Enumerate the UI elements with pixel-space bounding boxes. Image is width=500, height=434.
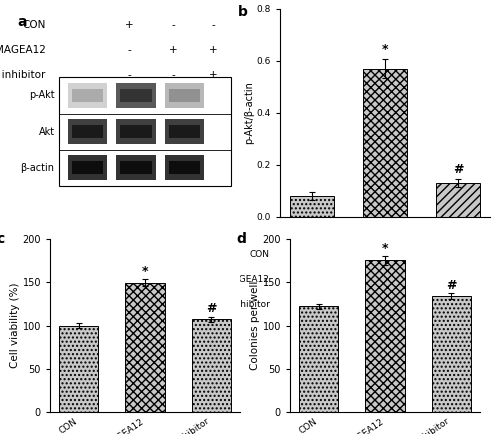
Bar xyxy=(363,69,407,217)
Text: *: * xyxy=(382,242,388,255)
Bar xyxy=(290,196,334,217)
Bar xyxy=(365,260,405,412)
Bar xyxy=(168,89,200,102)
Y-axis label: Cell viability (%): Cell viability (%) xyxy=(10,283,20,368)
Text: MAGEA12: MAGEA12 xyxy=(0,45,46,56)
Text: +: + xyxy=(448,299,456,309)
Text: Akt: Akt xyxy=(38,127,54,137)
Text: +: + xyxy=(381,274,389,285)
Text: p-Akt: p-Akt xyxy=(29,90,54,101)
Bar xyxy=(125,283,165,412)
Text: +: + xyxy=(208,45,218,56)
Text: -: - xyxy=(320,274,324,285)
Text: -: - xyxy=(128,45,132,56)
Bar xyxy=(164,83,204,108)
Text: -: - xyxy=(128,70,132,80)
Text: -: - xyxy=(172,70,175,80)
Text: b: b xyxy=(238,4,248,19)
Bar xyxy=(68,83,108,108)
Bar xyxy=(68,155,108,181)
Text: a: a xyxy=(17,15,26,29)
Y-axis label: Colonies per well: Colonies per well xyxy=(250,281,260,370)
Bar xyxy=(168,125,200,138)
Text: CON: CON xyxy=(250,250,270,259)
Text: c: c xyxy=(0,232,5,246)
Y-axis label: p-Akt/β-actin: p-Akt/β-actin xyxy=(244,82,254,144)
Bar xyxy=(72,161,104,174)
Text: +: + xyxy=(318,250,326,260)
Text: #: # xyxy=(446,279,456,292)
Text: *: * xyxy=(142,265,148,278)
Text: +: + xyxy=(208,70,218,80)
Text: #: # xyxy=(206,302,216,316)
Bar xyxy=(116,155,156,181)
Text: -: - xyxy=(320,299,324,309)
Text: Akt inhibitor: Akt inhibitor xyxy=(0,70,46,80)
Bar xyxy=(58,326,98,412)
Bar xyxy=(72,125,104,138)
Bar xyxy=(298,306,339,412)
Bar xyxy=(164,119,204,144)
Bar xyxy=(72,89,104,102)
Text: CON: CON xyxy=(22,20,46,30)
Text: -: - xyxy=(384,250,387,260)
Text: β-actin: β-actin xyxy=(20,163,54,173)
Text: MAGEA12: MAGEA12 xyxy=(226,275,270,284)
Text: -: - xyxy=(172,20,175,30)
Bar xyxy=(192,319,232,412)
Bar xyxy=(116,83,156,108)
Bar xyxy=(116,119,156,144)
Bar xyxy=(432,296,472,412)
Text: Akt inhibitor: Akt inhibitor xyxy=(214,300,270,309)
Bar xyxy=(68,119,108,144)
Text: -: - xyxy=(211,20,215,30)
Bar xyxy=(120,125,152,138)
Text: d: d xyxy=(237,232,246,246)
Text: *: * xyxy=(382,43,388,56)
Bar xyxy=(164,155,204,181)
Bar xyxy=(436,183,480,217)
Bar xyxy=(168,161,200,174)
Text: -: - xyxy=(384,299,387,309)
Text: +: + xyxy=(125,20,134,30)
Bar xyxy=(120,89,152,102)
Text: -: - xyxy=(450,250,454,260)
Text: +: + xyxy=(169,45,177,56)
Text: #: # xyxy=(453,163,464,176)
Bar xyxy=(59,77,230,186)
Bar xyxy=(120,161,152,174)
Text: +: + xyxy=(448,274,456,285)
